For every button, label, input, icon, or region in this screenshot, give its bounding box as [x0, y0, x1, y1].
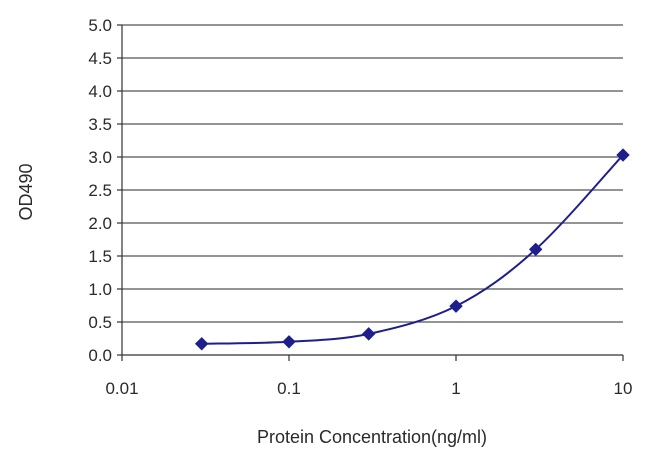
y-tick-label: 3.5: [88, 115, 112, 134]
data-markers: [194, 148, 630, 351]
tick-labels: 0.0 0.5 1.0 1.5 2.0 2.5 3.0 3.5 4.0 4.5 5.0 0.01 0.1…: [88, 16, 632, 398]
y-tick-label: 0.5: [88, 313, 112, 332]
y-tick-label: 4.0: [88, 82, 112, 101]
y-tick-label: 3.0: [88, 148, 112, 167]
data-point-marker: [361, 327, 376, 341]
data-point-marker: [616, 148, 630, 162]
y-axis-title: OD490: [16, 163, 36, 220]
y-tick-label: 1.0: [88, 280, 112, 299]
x-axis-title: Protein Concentration(ng/ml): [257, 427, 487, 447]
x-tick-label: 1: [451, 379, 460, 398]
y-tick-label: 4.5: [88, 49, 112, 68]
y-tick-label: 1.5: [88, 247, 112, 266]
data-series: [201, 154, 624, 345]
y-tick-label: 5.0: [88, 16, 112, 35]
data-point-marker: [282, 335, 296, 349]
data-point-marker: [449, 299, 463, 313]
gridlines: [122, 24, 623, 323]
y-tick-label: 0.0: [88, 346, 112, 365]
x-tick-label: 0.01: [105, 379, 138, 398]
x-tick-label: 0.1: [277, 379, 301, 398]
axes: [117, 24, 624, 361]
data-point-marker: [528, 242, 543, 257]
x-tick-label: 10: [614, 379, 633, 398]
data-point-marker: [194, 337, 209, 351]
series-line: [201, 154, 624, 345]
y-tick-label: 2.0: [88, 214, 112, 233]
y-tick-label: 2.5: [88, 181, 112, 200]
